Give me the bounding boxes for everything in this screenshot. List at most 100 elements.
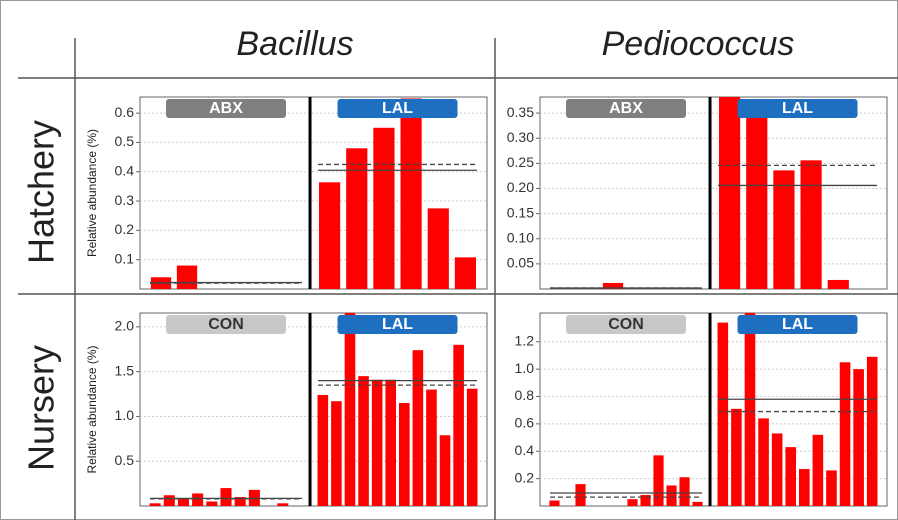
bar [744, 313, 756, 506]
bar [717, 322, 729, 506]
y-axis-label: Relative abundance (%) [85, 129, 99, 257]
column-header: Bacillus [236, 25, 353, 63]
bar [826, 470, 837, 506]
bar [839, 362, 851, 506]
bar [758, 418, 769, 506]
group-label: LAL [382, 100, 413, 117]
group-label: LAL [782, 316, 813, 333]
bar [277, 503, 289, 506]
bar [627, 499, 638, 506]
group-label: CON [208, 316, 244, 333]
bar [385, 379, 397, 506]
y-tick-label: 0.25 [507, 154, 534, 170]
group-label: CON [608, 316, 644, 333]
bar [692, 501, 703, 506]
column-header: Pediococcus [602, 25, 795, 63]
bar [602, 282, 624, 289]
y-tick-label: 0.35 [507, 104, 534, 120]
y-tick-label: 1.5 [115, 362, 135, 378]
bar [234, 497, 246, 506]
bar [176, 265, 198, 289]
bar [163, 495, 175, 506]
y-tick-label: 0.2 [515, 469, 535, 485]
bar [454, 257, 477, 289]
bar [771, 433, 783, 506]
bar [549, 500, 560, 506]
bar [746, 108, 768, 289]
y-tick-label: 1.0 [115, 407, 135, 423]
y-tick-label: 0.6 [515, 415, 535, 431]
group-label-box [737, 315, 858, 334]
group-label-box [566, 315, 687, 334]
bar [439, 435, 451, 506]
bar [799, 469, 810, 506]
bar [640, 495, 651, 506]
bar [220, 488, 232, 506]
bars [549, 313, 878, 506]
bar [466, 388, 478, 506]
bar [666, 485, 677, 506]
y-tick-label: 1.0 [515, 360, 535, 376]
group-label-box [566, 99, 687, 118]
bar [812, 434, 824, 506]
bar [731, 408, 742, 506]
plot-area [539, 96, 888, 290]
bar [358, 376, 369, 506]
group-label: LAL [382, 316, 413, 333]
y-tick-label: 2.0 [115, 318, 135, 334]
group-label-box [166, 315, 287, 334]
bar [453, 344, 464, 506]
bars [150, 98, 477, 289]
bar [853, 369, 864, 506]
bars [149, 313, 478, 506]
y-tick-label: 0.05 [507, 255, 534, 271]
bar [800, 160, 822, 289]
group-label-box [337, 99, 458, 118]
y-tick-label: 0.1 [115, 250, 135, 266]
group-label-box [337, 315, 458, 334]
y-tick-label: 0.10 [507, 229, 534, 245]
bar [371, 379, 383, 506]
bar [400, 98, 422, 289]
y-tick-label: 0.5 [115, 133, 135, 149]
bar [426, 389, 437, 506]
bar [653, 455, 664, 506]
group-label: ABX [609, 100, 643, 117]
bar [773, 170, 795, 289]
group-label: LAL [782, 100, 813, 117]
y-tick-label: 0.30 [507, 129, 534, 145]
row-header: Nursery [21, 345, 62, 471]
group-label: ABX [209, 100, 243, 117]
row-header: Hatchery [21, 120, 62, 264]
bar [827, 279, 849, 289]
bar [719, 97, 741, 289]
bar [373, 127, 395, 289]
y-tick-label: 1.2 [515, 332, 535, 348]
group-label-box [166, 99, 287, 118]
group-label-box [737, 99, 858, 118]
bar [319, 182, 341, 289]
y-tick-label: 0.3 [115, 192, 135, 208]
bar [412, 350, 424, 506]
bar [785, 447, 797, 506]
bar [149, 503, 161, 506]
bar [427, 208, 449, 289]
bar [331, 401, 342, 506]
bar [177, 498, 189, 506]
y-tick-label: 0.2 [115, 221, 135, 237]
bar [866, 356, 878, 506]
bar [192, 493, 204, 506]
y-tick-label: 0.8 [515, 387, 535, 403]
bars [602, 97, 849, 289]
y-tick-label: 0.4 [115, 162, 135, 178]
bar [575, 484, 586, 506]
bar [346, 148, 368, 289]
y-tick-label: 0.5 [115, 452, 135, 468]
y-tick-label: 0.4 [515, 442, 535, 458]
bar [206, 501, 218, 506]
y-axis-label: Relative abundance (%) [85, 345, 99, 473]
y-tick-label: 0.20 [507, 179, 534, 195]
y-tick-label: 0.15 [507, 204, 534, 220]
bar [344, 313, 356, 506]
